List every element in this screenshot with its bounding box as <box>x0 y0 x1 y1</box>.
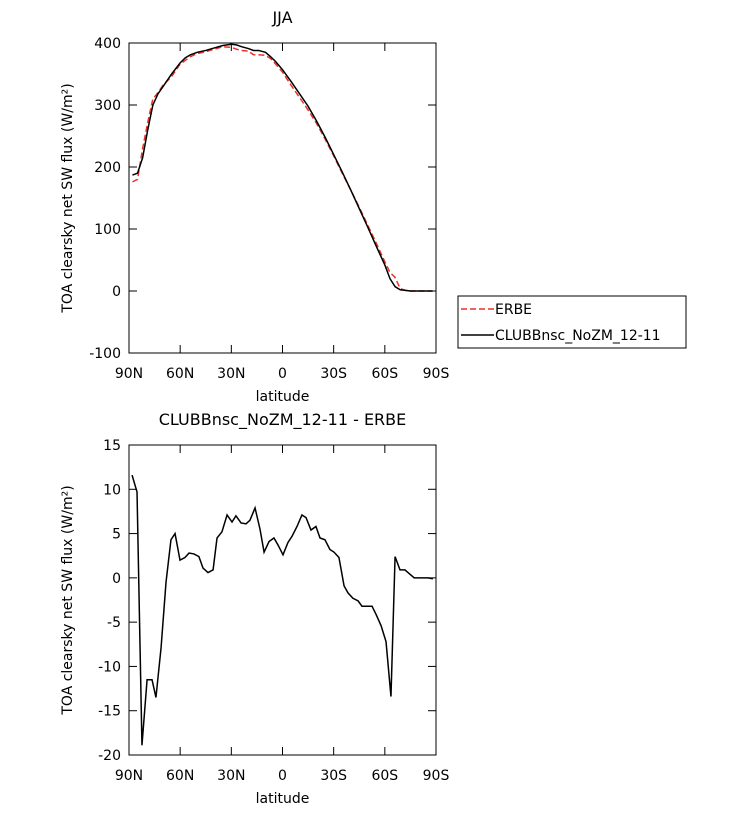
y-tick-label: -10 <box>98 659 121 675</box>
y-tick-label: 200 <box>94 160 121 176</box>
y-tick-label: -15 <box>98 704 121 720</box>
y-tick-label: 15 <box>103 438 121 454</box>
x-axis-label: latitude <box>256 791 310 807</box>
y-tick-label: 300 <box>94 98 121 114</box>
x-tick-label: 30N <box>217 366 245 382</box>
y-tick-label: -100 <box>89 346 121 362</box>
y-tick-label: 0 <box>112 284 121 300</box>
x-tick-label: 60N <box>166 366 194 382</box>
x-tick-label: 60S <box>371 768 398 784</box>
legend-box <box>457 295 687 349</box>
x-tick-label: 0 <box>278 366 287 382</box>
panel: JJA latitude TOA clearsky net SW flux (W/m… <box>60 8 687 405</box>
y-tick-label: -5 <box>107 615 121 631</box>
data-line <box>132 43 433 292</box>
y-tick-label: 0 <box>112 571 121 587</box>
legend-label: ERBE <box>495 302 532 318</box>
panel: CLUBBnsc_NoZM_12-11 - ERBE latitude TOA cl… <box>60 410 449 807</box>
x-axis-label: latitude <box>256 389 310 405</box>
x-tick-label: 60N <box>166 768 194 784</box>
y-axis-label: TOA clearsky net SW flux (W/m²) <box>60 485 76 715</box>
plot-frame <box>128 42 437 354</box>
y-tick-label: 10 <box>103 482 121 498</box>
y-tick-label: -20 <box>98 748 121 764</box>
x-tick-label: 30S <box>320 366 347 382</box>
x-tick-label: 60S <box>371 366 398 382</box>
data-line <box>131 474 434 746</box>
chart-title: JJA <box>271 8 292 27</box>
y-tick-label: 100 <box>94 222 121 238</box>
x-tick-label: 90N <box>115 366 143 382</box>
chart-title: CLUBBnsc_NoZM_12-11 - ERBE <box>159 410 407 430</box>
y-tick-label: 400 <box>94 36 121 52</box>
x-tick-label: 90S <box>423 366 450 382</box>
x-tick-label: 30S <box>320 768 347 784</box>
legend-label: CLUBBnsc_NoZM_12-11 <box>495 328 661 344</box>
data-line <box>132 45 433 292</box>
x-tick-label: 0 <box>278 768 287 784</box>
plot-frame <box>128 444 437 756</box>
y-tick-label: 5 <box>112 527 121 543</box>
y-axis-label: TOA clearsky net SW flux (W/m²) <box>60 83 76 313</box>
x-tick-label: 30N <box>217 768 245 784</box>
x-tick-label: 90N <box>115 768 143 784</box>
x-tick-label: 90S <box>423 768 450 784</box>
